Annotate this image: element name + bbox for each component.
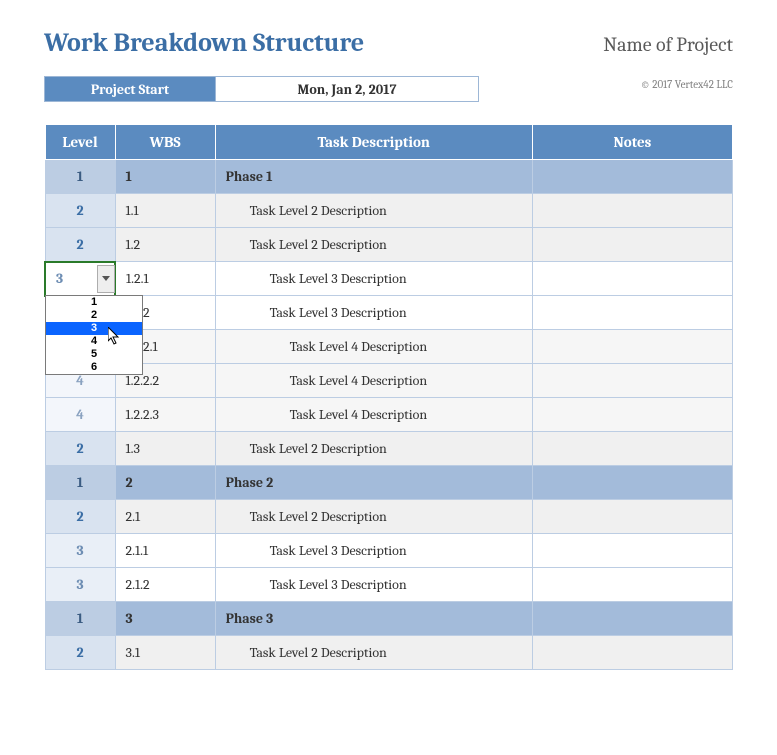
col-header-notes: Notes: [532, 125, 732, 160]
dropdown-option[interactable]: 1: [46, 296, 142, 309]
cell-description[interactable]: Task Level 3 Description: [215, 262, 532, 296]
project-start-label: Project Start: [44, 76, 216, 102]
cell-notes[interactable]: [532, 262, 732, 296]
col-header-desc: Task Description: [215, 125, 532, 160]
cell-description[interactable]: Task Level 4 Description: [215, 330, 532, 364]
dropdown-option[interactable]: 5: [46, 348, 142, 361]
cell-description[interactable]: Task Level 2 Description: [215, 194, 532, 228]
table-row: 12Phase 2: [45, 466, 733, 500]
cell-level[interactable]: 2: [45, 194, 115, 228]
col-header-wbs: WBS: [115, 125, 215, 160]
cell-notes[interactable]: [532, 296, 732, 330]
cell-notes[interactable]: [532, 398, 732, 432]
cell-wbs[interactable]: 1.2: [115, 228, 215, 262]
table-row: 21.3Task Level 2 Description: [45, 432, 733, 466]
table-header-row: Level WBS Task Description Notes: [45, 125, 733, 160]
dropdown-option[interactable]: 3: [46, 322, 142, 335]
cell-wbs[interactable]: 1.1: [115, 194, 215, 228]
cell-wbs[interactable]: 2: [115, 466, 215, 500]
cell-description[interactable]: Task Level 4 Description: [215, 398, 532, 432]
cell-description[interactable]: Task Level 2 Description: [215, 228, 532, 262]
cell-notes[interactable]: [532, 364, 732, 398]
cell-notes[interactable]: [532, 568, 732, 602]
cell-description[interactable]: Task Level 4 Description: [215, 364, 532, 398]
cell-notes[interactable]: [532, 194, 732, 228]
project-start-value[interactable]: Mon, Jan 2, 2017: [216, 76, 479, 102]
cell-level[interactable]: 3: [45, 534, 115, 568]
table-row: 22.1Task Level 2 Description: [45, 500, 733, 534]
project-name: Name of Project: [603, 33, 733, 56]
page-title: Work Breakdown Structure: [44, 28, 364, 58]
cell-level[interactable]: 3123456: [45, 262, 115, 296]
cell-notes[interactable]: [532, 330, 732, 364]
copyright-text: © 2017 Vertex42 LLC: [641, 78, 733, 91]
cell-notes[interactable]: [532, 534, 732, 568]
cell-wbs[interactable]: 1.2.1: [115, 262, 215, 296]
table-row: 21.1Task Level 2 Description: [45, 194, 733, 228]
dropdown-arrow-icon[interactable]: [97, 265, 115, 293]
cell-description[interactable]: Task Level 3 Description: [215, 296, 532, 330]
cell-level[interactable]: 2: [45, 432, 115, 466]
cell-level[interactable]: 2: [45, 636, 115, 670]
cell-description[interactable]: Task Level 2 Description: [215, 500, 532, 534]
col-header-level: Level: [45, 125, 115, 160]
table-row: 21.2Task Level 2 Description: [45, 228, 733, 262]
cell-wbs[interactable]: 3.1: [115, 636, 215, 670]
table-row: 11Phase 1: [45, 160, 733, 194]
table-row: 32.1.1Task Level 3 Description: [45, 534, 733, 568]
table-row: 23.1Task Level 2 Description: [45, 636, 733, 670]
cell-level[interactable]: 3: [45, 568, 115, 602]
cell-notes[interactable]: [532, 602, 732, 636]
cell-description[interactable]: Task Level 3 Description: [215, 534, 532, 568]
cell-wbs[interactable]: 1: [115, 160, 215, 194]
cell-notes[interactable]: [532, 160, 732, 194]
cell-description[interactable]: Phase 3: [215, 602, 532, 636]
dropdown-option[interactable]: 2: [46, 309, 142, 322]
cell-wbs[interactable]: 2.1.2: [115, 568, 215, 602]
cell-wbs[interactable]: 2.1.1: [115, 534, 215, 568]
cell-description[interactable]: Task Level 2 Description: [215, 636, 532, 670]
table-row: 13Phase 3: [45, 602, 733, 636]
table-row: 32.1.2Task Level 3 Description: [45, 568, 733, 602]
wbs-table: Level WBS Task Description Notes 11Phase…: [44, 124, 733, 670]
cell-level[interactable]: 1: [45, 602, 115, 636]
cell-level[interactable]: 1: [45, 466, 115, 500]
cell-notes[interactable]: [532, 466, 732, 500]
cell-wbs[interactable]: 1.3: [115, 432, 215, 466]
cell-description[interactable]: Phase 2: [215, 466, 532, 500]
dropdown-option[interactable]: 4: [46, 335, 142, 348]
cell-description[interactable]: Task Level 2 Description: [215, 432, 532, 466]
table-row: 31.2.2Task Level 3 Description: [45, 296, 733, 330]
cell-wbs[interactable]: 3: [115, 602, 215, 636]
dropdown-option[interactable]: 6: [46, 361, 142, 374]
table-row: 41.2.2.1Task Level 4 Description: [45, 330, 733, 364]
table-row: 41.2.2.3Task Level 4 Description: [45, 398, 733, 432]
cell-level[interactable]: 2: [45, 228, 115, 262]
cell-notes[interactable]: [532, 636, 732, 670]
dropdown-list[interactable]: 123456: [45, 295, 143, 375]
cell-notes[interactable]: [532, 432, 732, 466]
cell-notes[interactable]: [532, 500, 732, 534]
cell-wbs[interactable]: 1.2.2.3: [115, 398, 215, 432]
cell-description[interactable]: Task Level 3 Description: [215, 568, 532, 602]
cell-level[interactable]: 2: [45, 500, 115, 534]
cell-level[interactable]: 4: [45, 398, 115, 432]
cell-notes[interactable]: [532, 228, 732, 262]
cell-level[interactable]: 1: [45, 160, 115, 194]
cell-description[interactable]: Phase 1: [215, 160, 532, 194]
table-row: 31234561.2.1Task Level 3 Description: [45, 262, 733, 296]
cell-wbs[interactable]: 2.1: [115, 500, 215, 534]
table-row: 41.2.2.2Task Level 4 Description: [45, 364, 733, 398]
